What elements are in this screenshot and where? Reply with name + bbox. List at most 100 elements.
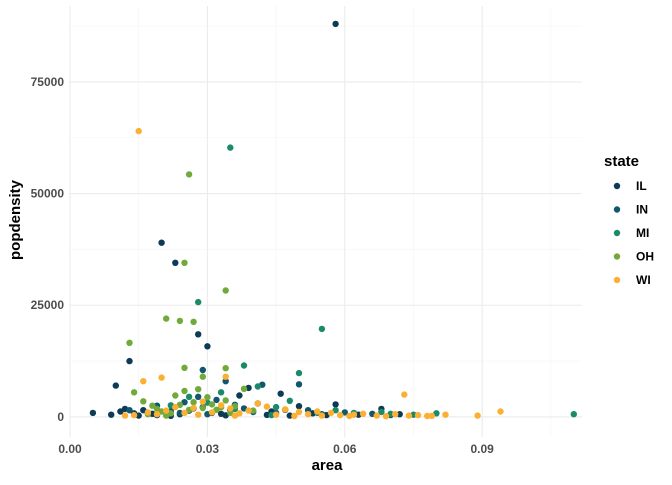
data-point (195, 331, 202, 338)
data-point (222, 378, 229, 385)
data-point (163, 407, 170, 414)
legend-label: MI (636, 226, 649, 240)
legend-key (613, 253, 621, 260)
data-point (222, 397, 229, 404)
data-point (474, 412, 481, 419)
x-axis-ticks: 0.00 0.03 0.06 0.09 (58, 442, 494, 456)
data-point (227, 405, 234, 412)
series-wi (121, 127, 504, 420)
data-point (382, 413, 390, 420)
x-tick-label: 0.00 (58, 442, 82, 456)
data-point (295, 369, 303, 377)
data-point (204, 394, 211, 401)
legend-key (613, 276, 621, 284)
data-point (208, 401, 216, 408)
data-point (185, 171, 193, 178)
data-point (172, 403, 179, 411)
data-point (195, 386, 202, 393)
series-mi (167, 144, 577, 419)
data-point (222, 373, 229, 380)
data-point (126, 407, 133, 414)
data-point (199, 398, 206, 405)
y-tick-label: 75000 (31, 75, 65, 89)
data-point (121, 412, 129, 419)
data-point (263, 403, 271, 410)
data-point (442, 411, 449, 418)
data-point (217, 402, 225, 409)
legend-entry-mi: MI (613, 226, 649, 240)
data-point (250, 407, 257, 414)
data-point (268, 411, 275, 419)
legend-key (613, 229, 621, 237)
data-point (181, 387, 188, 395)
legend-key (613, 182, 621, 190)
data-point (314, 408, 321, 415)
data-point (272, 403, 280, 411)
data-point (350, 411, 358, 418)
data-point (144, 409, 152, 416)
data-point (236, 392, 243, 399)
data-point (190, 404, 197, 412)
data-point (240, 362, 248, 369)
data-point (195, 411, 202, 418)
data-point (332, 401, 339, 408)
data-point (140, 378, 147, 385)
data-point (163, 315, 170, 322)
x-axis-title: area (312, 457, 344, 474)
data-point (112, 382, 120, 389)
data-point (428, 412, 435, 419)
data-point (295, 403, 303, 410)
data-point (295, 381, 303, 388)
data-point (304, 411, 312, 418)
legend-entry-il: IL (613, 179, 647, 193)
y-tick-label: 0 (57, 410, 64, 424)
data-point (222, 365, 229, 372)
data-point (181, 409, 188, 417)
data-point (158, 374, 165, 381)
data-point (176, 317, 184, 325)
data-point (359, 410, 367, 417)
data-point (190, 318, 197, 325)
data-point (208, 409, 216, 416)
data-point (245, 407, 252, 414)
data-point (240, 385, 248, 392)
legend-label: WI (636, 273, 651, 287)
x-tick-label: 0.09 (470, 442, 494, 456)
data-point (217, 389, 225, 396)
data-point (272, 411, 280, 418)
data-point (222, 287, 229, 294)
data-point (286, 397, 293, 404)
data-point (190, 399, 197, 406)
data-point (231, 412, 239, 419)
data-point (126, 357, 133, 365)
data-point (327, 409, 335, 417)
data-point (295, 408, 303, 416)
data-point (140, 398, 147, 405)
data-point (424, 412, 431, 420)
data-point (89, 409, 97, 417)
x-tick-label: 0.06 (333, 442, 357, 456)
data-point (204, 343, 211, 350)
data-point (149, 402, 156, 409)
data-point (286, 412, 293, 419)
data-point (401, 391, 408, 398)
data-point (405, 412, 413, 419)
data-point (263, 411, 271, 419)
legend-label: IL (636, 179, 647, 193)
data-point (337, 411, 344, 419)
legend-label: OH (636, 250, 654, 264)
data-points (89, 20, 577, 420)
legend-key (613, 206, 621, 213)
gridlines (69, 6, 582, 437)
legend-entry-wi: WI (613, 273, 651, 287)
data-point (126, 339, 133, 346)
data-point (195, 393, 202, 400)
data-point (227, 144, 234, 151)
data-point (277, 390, 284, 397)
data-point (497, 408, 504, 415)
data-point (396, 411, 403, 418)
data-point (185, 393, 193, 400)
legend-entry-oh: OH (613, 250, 654, 264)
data-point (414, 411, 422, 419)
data-point (181, 259, 188, 266)
